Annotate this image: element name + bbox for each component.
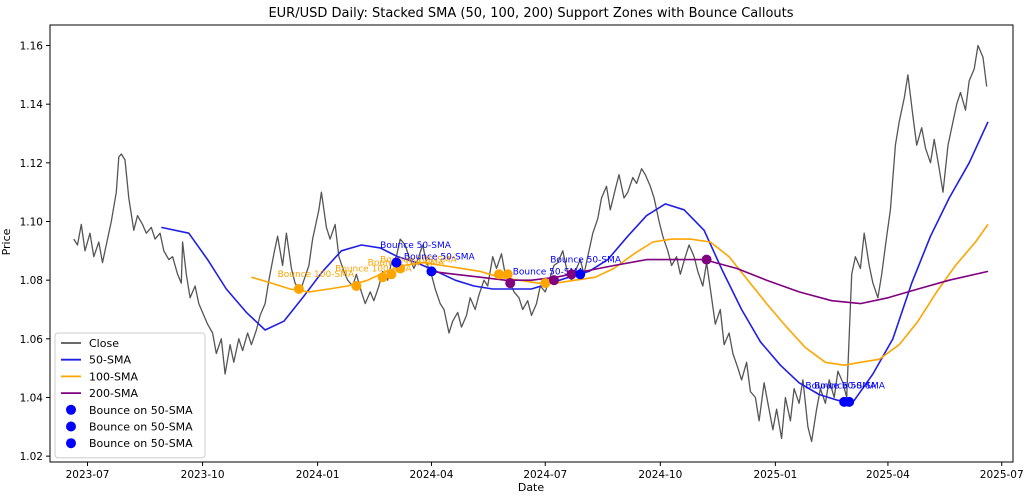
x-tick-label: 2025-04 [866,469,910,481]
bounce-marker-200sma [701,254,712,265]
x-tick-label: 2025-07 [980,469,1024,481]
sma100-line [251,223,989,366]
bounce-callout: Bounce 50-SMA [814,382,886,392]
bounce-marker-50sma [426,266,437,277]
x-tick-label: 2024-01 [296,469,340,481]
y-tick-label: 1.08 [20,275,43,287]
x-axis-label: Date [518,481,545,494]
legend-entry-label: Close [89,337,119,350]
bounce-callout: Bounce 100-SMA [278,270,355,280]
y-tick-label: 1.04 [20,392,44,404]
x-tick-label: 2024-07 [523,469,567,481]
legend-swatch-dot [66,438,76,449]
x-tick-label: 2023-10 [181,469,225,481]
bounce-marker-50sma [391,257,402,268]
bounce-callout: Bounce 50-SMA [404,253,476,263]
x-tick-label: 2024-10 [638,469,682,481]
bounce-marker-50sma [575,269,586,280]
plot-frame [49,24,1014,463]
bounce-callout: Bounce 50-SMA [550,256,622,266]
bounce-callout: Bounce 100-SMA [368,258,445,268]
bounce-callout: Bounce 50-SMA [380,241,452,251]
legend-swatch-dot [66,404,76,415]
y-tick-label: 1.14 [20,99,44,111]
bounce-callout: Bounce 100-SMA [380,256,457,266]
bounce-marker-100sma [386,269,397,280]
legend-entry-label: 200-SMA [89,387,138,400]
bounce-callout: Bounce 100-SMA [335,264,412,274]
close-line [73,44,988,443]
y-tick-label: 1.06 [20,334,44,346]
y-axis-label: Price [0,228,13,255]
legend-entry-label: Bounce on 50-SMA [89,421,193,434]
bounce-marker-50sma [844,396,855,407]
bounce-marker-100sma [293,283,304,294]
bounce-marker-200sma [505,278,516,289]
x-tick-label: 2025-01 [753,469,797,481]
x-tick-label: 2024-04 [410,469,454,481]
bounce-callout: Bounce 50-SMA [513,267,585,277]
bounce-marker-100sma [377,272,388,283]
legend-entry-label: 50-SMA [89,354,131,367]
plot-area: 1.02 1.04 1.06 1.08 1.10 1.12 1.14 1.16 2023-07 2… [20,41,1024,481]
legend-entry-label: Bounce on 50-SMA [89,437,193,450]
x-tick-label: 2023-07 [66,469,110,481]
bounce-marker-100sma [540,278,551,289]
bounce-marker-200sma [549,275,560,286]
legend-entry-label: Bounce on 50-SMA [89,404,193,417]
legend-entry-label: 100-SMA [89,370,138,383]
legend-swatch-dot [66,421,76,432]
y-tick-label: 1.16 [20,41,44,53]
y-tick-label: 1.02 [20,451,43,463]
legend-box [54,332,206,459]
bounce-callout: Bounce 50-SMA [805,382,877,392]
bounce-marker-200sma [566,269,577,280]
legend: Close 50-SMA 100-SMA 200-SMA Bounce on 50-SM… [54,332,206,459]
y-tick-label: 1.10 [20,217,43,229]
bounce-marker-100sma [351,281,362,292]
bounce-marker-100sma [493,269,504,280]
bounce-marker-100sma [502,269,513,280]
chart-title: EUR/USD Daily: Stacked SMA (50, 100, 200… [268,6,793,21]
y-tick-label: 1.12 [20,158,43,170]
